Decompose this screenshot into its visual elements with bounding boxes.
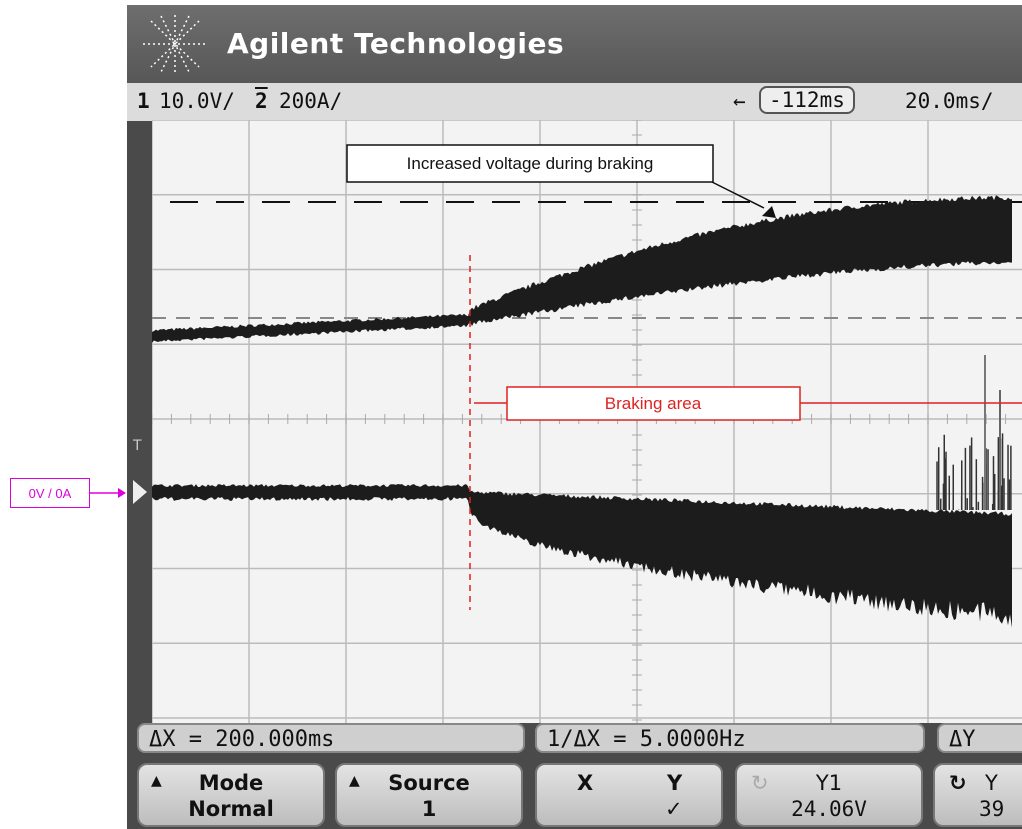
delay-arrow: ←	[733, 89, 746, 113]
channel-number: 2	[255, 89, 268, 113]
softkey[interactable]: X Y ✓	[535, 763, 723, 827]
softkey[interactable]: ▲ Mode Normal	[137, 763, 325, 827]
ground-arrow	[90, 482, 130, 506]
channel-scale: 200A/	[279, 89, 342, 113]
ground-label: 0V / 0A	[10, 478, 90, 508]
softkey-value: 39	[979, 797, 1004, 821]
measurement: ΔX = 200.000ms	[137, 723, 525, 753]
braking-area-label: Braking area	[605, 394, 702, 413]
waveform-plot: Braking area Increased voltage during bra…	[152, 120, 1022, 723]
left-markers: T	[127, 120, 152, 723]
softkey-value: 24.06V	[737, 797, 921, 821]
channel-scale: 10.0V/	[159, 89, 235, 113]
oscilloscope-screen: Agilent Technologies 1 10.0V/ 2 200A/ ← …	[127, 5, 1022, 829]
measurement: ΔY	[937, 723, 1022, 753]
delay-value: -112ms	[759, 86, 855, 114]
knob-icon: ↻	[949, 771, 967, 795]
page: Agilent Technologies 1 10.0V/ 2 200A/ ← …	[0, 0, 1022, 829]
softkey-label: X	[577, 771, 593, 795]
softkey[interactable]: ▲ Source 1	[335, 763, 523, 827]
softkey-label: Mode	[139, 771, 323, 795]
brand-name: Agilent Technologies	[227, 27, 564, 60]
softkey-label: Y1	[737, 771, 921, 795]
softkey[interactable]: ↻ Y1 24.06V	[735, 763, 923, 827]
softkey-value: Normal	[139, 797, 323, 821]
softkey-label: Source	[337, 771, 521, 795]
channel-number: 1	[137, 89, 150, 113]
header-bar: Agilent Technologies	[127, 5, 1022, 83]
measurement: 1/ΔX = 5.0000Hz	[535, 723, 925, 753]
timebase: 20.0ms/	[905, 89, 994, 113]
softkey-label: Y	[985, 771, 998, 795]
annotation-text: Increased voltage during braking	[407, 154, 654, 173]
softkey-label: Y	[667, 771, 682, 795]
selected-mark: ✓	[665, 797, 683, 821]
trigger-marker: T	[132, 438, 142, 454]
status-line: 1 10.0V/ 2 200A/ ← -112ms 20.0ms/	[127, 83, 1022, 121]
ground-marker	[133, 480, 147, 504]
softkey-value: 1	[337, 797, 521, 821]
logo-starburst	[135, 11, 215, 77]
softkey[interactable]: ↻ Y 39	[933, 763, 1022, 827]
